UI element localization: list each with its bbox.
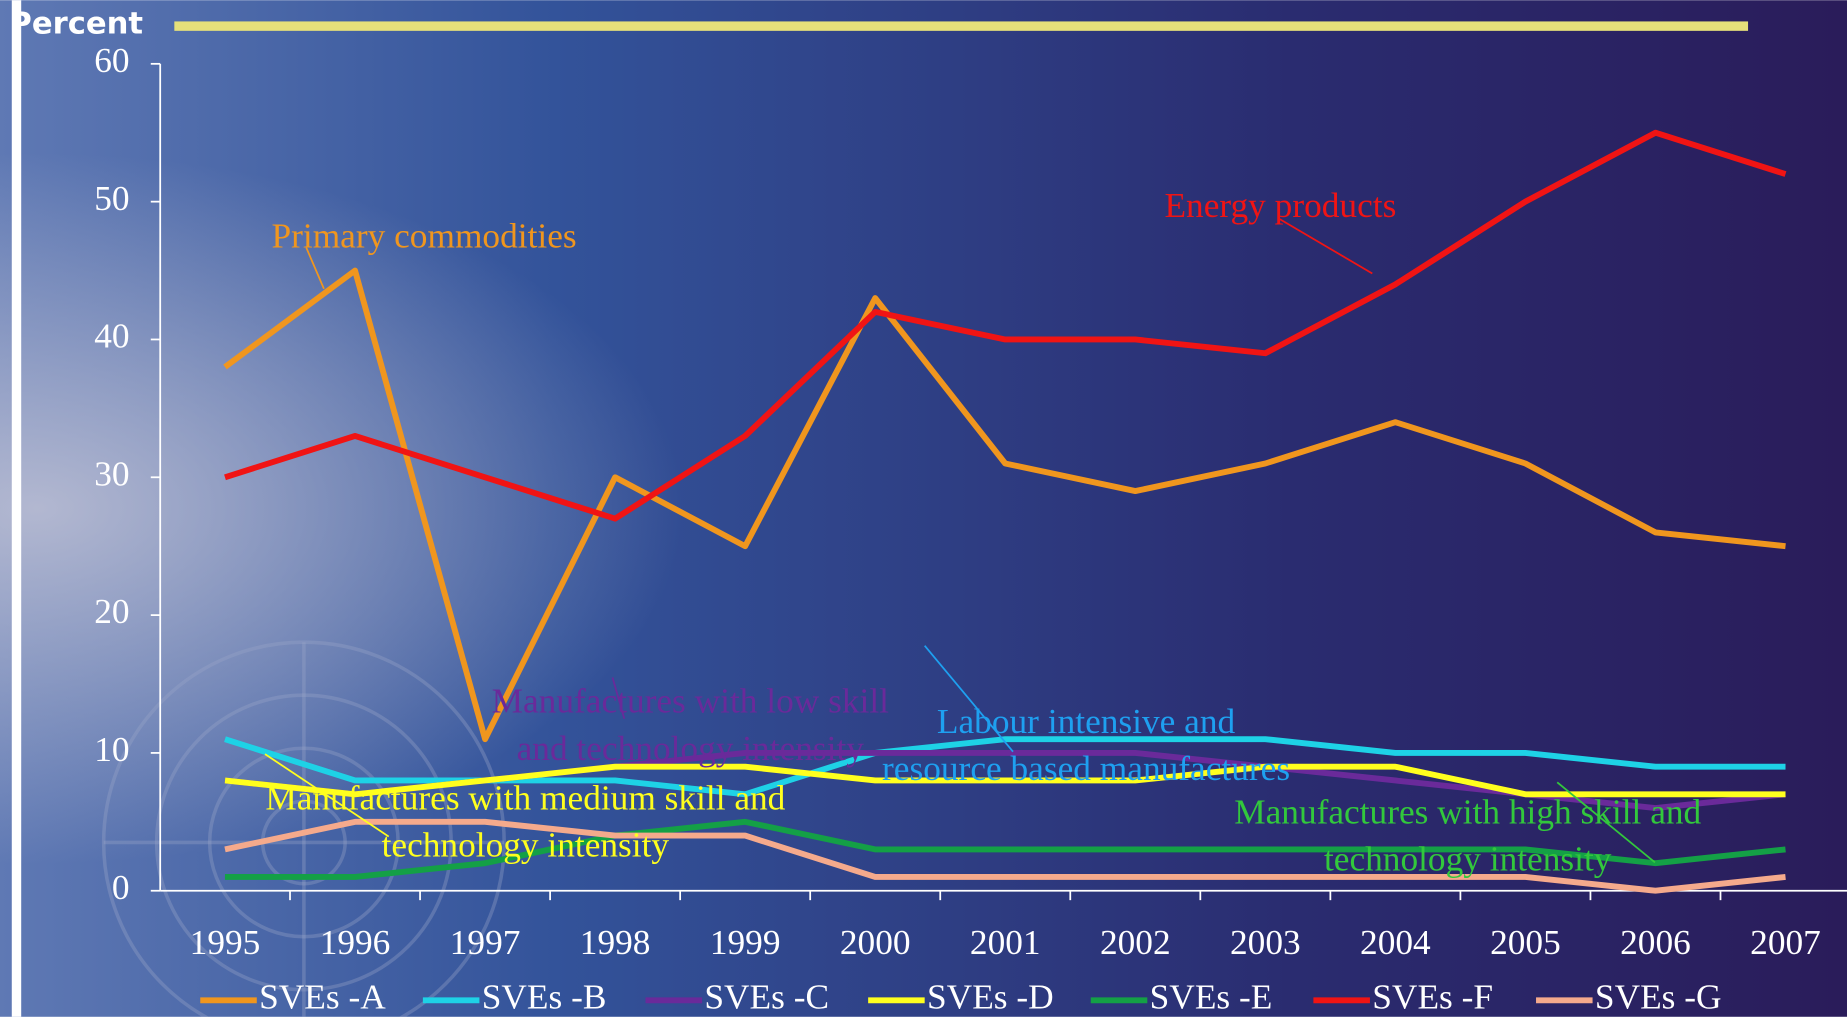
y-tick-label: 20: [94, 592, 129, 631]
x-tick-label: 1995: [190, 923, 261, 962]
annotation-arrow: [1556, 781, 1656, 864]
x-tick-label: 1999: [710, 923, 781, 962]
legend-label: SVEs -E: [1150, 977, 1273, 1016]
annotation: resource based manufactures: [882, 749, 1290, 788]
annotation-arrow: [923, 645, 1014, 753]
annotation: and technology intensity: [517, 729, 865, 768]
emblem: [101, 640, 506, 1017]
y-tick-label: 40: [94, 317, 129, 356]
series-line: [223, 267, 1786, 743]
y-tick-label: 0: [112, 868, 130, 907]
x-tick-label: 2000: [840, 923, 911, 962]
series-line: [224, 818, 1786, 880]
annotation: technology intensity: [1324, 840, 1612, 879]
legend-label: SVEs -A: [259, 977, 386, 1016]
y-tick-label: 30: [94, 454, 129, 493]
y-axis-label: Percent: [9, 6, 143, 41]
legend-label: SVEs -C: [704, 977, 829, 1016]
series-line: [224, 129, 1787, 522]
x-tick-label: 1997: [450, 923, 521, 962]
legend-label: SVEs -D: [927, 977, 1054, 1016]
x-tick-label: 1996: [320, 923, 391, 962]
annotation: Primary commodities: [271, 216, 576, 255]
x-tick-label: 2003: [1230, 923, 1301, 962]
annotation-arrow: [611, 677, 626, 720]
annotation-arrow: [1277, 217, 1373, 275]
x-tick-label: 2002: [1100, 923, 1171, 962]
annotation-arrow: [305, 247, 325, 290]
annotation: Energy products: [1164, 186, 1396, 225]
annotation: Manufactures with medium skill and: [265, 778, 785, 817]
legend-label: SVEs -G: [1595, 977, 1722, 1016]
left-edge: [11, 0, 22, 1017]
x-tick-label: 2006: [1620, 923, 1691, 962]
series-line: [224, 818, 1786, 894]
annotation-arrow: [264, 753, 390, 838]
annotation: Manufactures with high skill and: [1234, 792, 1701, 831]
y-tick-label: 60: [94, 41, 129, 80]
annotation: Labour intensive and: [937, 702, 1236, 741]
x-tick-label: 2004: [1360, 923, 1431, 962]
y-tick-label: 10: [94, 730, 129, 769]
legend-label: SVEs -B: [482, 977, 607, 1016]
y-tick-label: 50: [94, 179, 129, 218]
x-tick-label: 2007: [1750, 923, 1821, 962]
series-line: [224, 763, 1786, 798]
title-rule: [174, 21, 1749, 31]
x-tick-label: 1998: [580, 923, 651, 962]
legend-label: SVEs -F: [1372, 977, 1493, 1016]
annotation: technology intensity: [382, 825, 670, 864]
x-tick-label: 2001: [970, 923, 1041, 962]
annotation: Manufactures with low skill: [492, 682, 890, 721]
x-tick-label: 2005: [1490, 923, 1561, 962]
